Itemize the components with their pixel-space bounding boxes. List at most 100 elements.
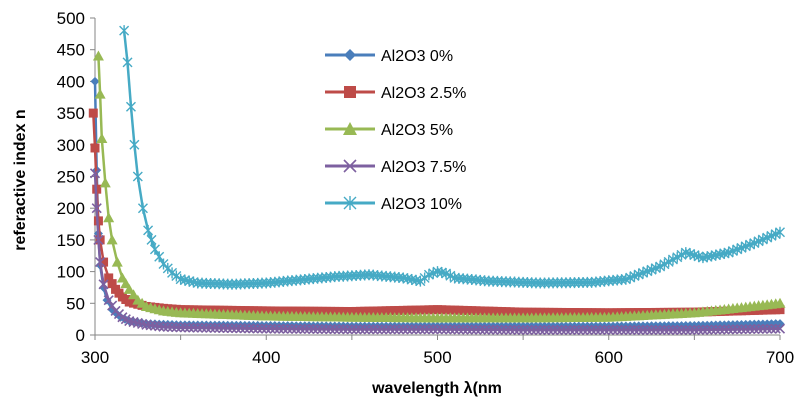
data-point [445, 324, 456, 335]
data-point [419, 324, 430, 335]
data-point [88, 108, 98, 118]
data-point [316, 324, 327, 335]
data-point [548, 324, 559, 335]
data-point [757, 323, 768, 334]
data-point [103, 295, 114, 306]
data-point [500, 324, 512, 335]
data-point [218, 322, 229, 334]
data-point [346, 324, 357, 335]
data-point [625, 324, 636, 335]
data-point [321, 324, 332, 335]
data-point [680, 324, 691, 335]
data-point [402, 324, 413, 335]
data-point [167, 267, 178, 279]
data-point [248, 323, 259, 334]
data-point [325, 324, 336, 335]
data-point [762, 323, 773, 334]
data-point [449, 324, 460, 335]
data-point [119, 25, 130, 37]
data-point [92, 50, 104, 61]
data-point [492, 324, 503, 335]
data-point [685, 324, 696, 335]
data-point [111, 256, 123, 267]
data-point [299, 323, 310, 335]
legend: Al2O3 0% Al2O3 2.5% Al2O3 5% Al2O3 7.5% Al2O… [325, 48, 466, 213]
legend-marker [343, 122, 357, 135]
data-point [158, 321, 169, 332]
data-point [453, 324, 464, 335]
data-point [582, 324, 593, 335]
data-point [775, 305, 785, 315]
data-point [603, 324, 614, 335]
data-point [436, 324, 447, 335]
x-tick-label: 400 [252, 348, 280, 367]
data-point [612, 324, 623, 335]
data-point [94, 88, 106, 99]
data-point [423, 324, 435, 335]
data-point [432, 324, 443, 335]
data-point [552, 324, 563, 335]
data-point [107, 300, 118, 311]
legend-entry: Al2O3 0% [325, 48, 453, 65]
data-point [295, 323, 306, 334]
data-point [95, 235, 105, 245]
data-point [381, 324, 392, 335]
data-point [107, 279, 117, 289]
data-point [98, 279, 109, 290]
data-point [99, 257, 109, 267]
data-point [710, 324, 721, 335]
data-point [706, 324, 717, 335]
data-point [586, 324, 597, 335]
data-point [483, 324, 494, 335]
data-point [175, 322, 186, 333]
data-point [333, 324, 345, 335]
data-point [693, 324, 704, 335]
data-point [128, 289, 140, 300]
legend-label: Al2O3 2.5% [381, 85, 466, 102]
data-point [565, 324, 576, 335]
data-point [143, 224, 154, 236]
data-point [106, 234, 118, 245]
data-point [125, 101, 136, 113]
data-point [646, 324, 657, 335]
data-point [620, 324, 631, 335]
data-point [440, 324, 452, 335]
data-point [122, 56, 133, 68]
data-point [518, 324, 529, 335]
data-point [637, 324, 649, 335]
x-tick-label: 600 [595, 348, 623, 367]
data-point [137, 202, 148, 214]
data-point [650, 324, 661, 335]
data-point [466, 324, 477, 335]
data-point [462, 324, 473, 335]
data-point [376, 324, 387, 335]
data-point [372, 324, 383, 335]
series-4 [89, 168, 786, 335]
data-point [775, 226, 785, 238]
data-point [428, 324, 439, 335]
series-5 [119, 25, 785, 290]
data-point [774, 297, 786, 308]
legend-marker [344, 86, 356, 98]
data-point [749, 323, 760, 335]
legend-entry: Al2O3 2.5% [325, 85, 466, 102]
data-point [141, 319, 152, 330]
data-point [411, 324, 422, 335]
data-point [389, 324, 400, 335]
x-tick-label: 700 [766, 348, 794, 367]
data-point [479, 324, 490, 335]
data-point [526, 324, 537, 335]
data-point [419, 272, 430, 284]
data-point [222, 323, 233, 334]
data-point [154, 321, 165, 332]
data-point [714, 324, 726, 335]
data-point [599, 324, 610, 335]
data-point [702, 324, 713, 335]
data-point [261, 323, 272, 334]
data-point [171, 322, 182, 333]
legend-marker [343, 159, 357, 173]
data-point [415, 324, 426, 335]
data-point [90, 76, 100, 86]
data-point [338, 324, 349, 335]
data-point [676, 324, 687, 335]
